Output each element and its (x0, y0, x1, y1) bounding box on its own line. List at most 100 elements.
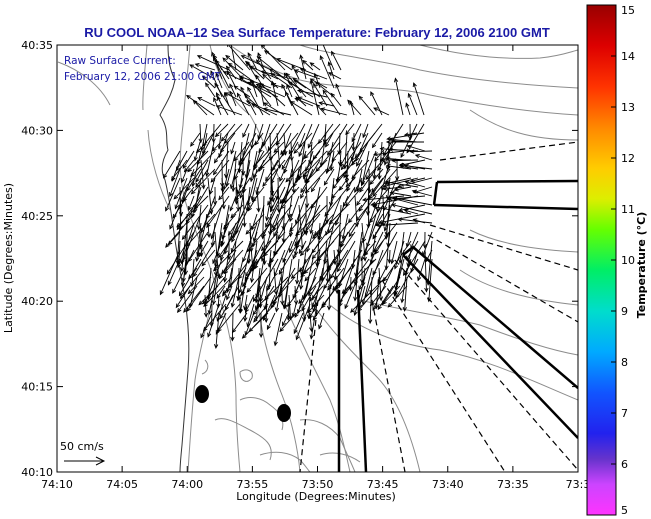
current-vector-head (299, 267, 304, 273)
current-vector (176, 150, 188, 171)
current-vector (247, 303, 255, 327)
current-vector-head (393, 187, 399, 192)
colorbar-tick-label: 10 (621, 254, 635, 267)
current-vector-head (190, 282, 195, 288)
current-vector-head (289, 227, 294, 233)
current-vector (300, 231, 321, 256)
current-vector (397, 177, 433, 188)
current-vector-head (176, 308, 182, 313)
current-vector-head (203, 312, 209, 318)
current-vector-head (237, 189, 242, 195)
current-vector-head (389, 190, 395, 196)
current-vector (382, 285, 401, 305)
current-vector (327, 267, 345, 291)
current-vector (374, 150, 384, 162)
current-vector (242, 186, 246, 227)
current-vector (313, 83, 328, 107)
current-vector (200, 231, 202, 249)
current-vector-head (377, 305, 382, 311)
current-vector (229, 91, 237, 107)
current-vector (189, 64, 216, 80)
current-vector-head (265, 222, 270, 228)
current-vector-head (332, 260, 337, 266)
colorbar-tick-label: 15 (621, 4, 635, 17)
current-vector (410, 231, 419, 249)
current-vector (268, 249, 272, 267)
current-vector (252, 186, 265, 202)
current-vector-head (237, 92, 241, 98)
current-vector-head (205, 82, 210, 88)
current-vector-head (345, 130, 350, 136)
current-vector (280, 267, 283, 305)
current-vector (385, 181, 419, 188)
current-vector (343, 258, 370, 295)
current-vector-head (383, 160, 388, 166)
current-vector (180, 267, 205, 299)
current-vector-head (218, 195, 223, 201)
current-vector (216, 96, 229, 116)
current-vector (351, 150, 363, 166)
current-vector-head (384, 231, 389, 237)
current-vector-head (187, 205, 192, 211)
current-vector (282, 204, 286, 230)
current-vector-head (375, 207, 381, 213)
current-vector-head (165, 243, 170, 248)
current-vector (266, 195, 272, 221)
current-vector (375, 240, 384, 255)
current-vector (332, 267, 352, 291)
current-vector (355, 132, 376, 158)
current-vector-head (205, 171, 210, 178)
current-vector-head (270, 72, 275, 78)
current-vector (383, 186, 405, 190)
current-vector-head (286, 84, 291, 90)
current-vector (260, 150, 279, 169)
current-vector (395, 267, 401, 290)
current-vector (359, 168, 377, 193)
current-vector (287, 303, 290, 320)
current-vector (295, 98, 314, 107)
current-vector (237, 177, 244, 194)
current-vector (410, 177, 426, 182)
current-vector (387, 285, 408, 308)
current-vector (288, 294, 292, 320)
current-vector-head (371, 143, 377, 149)
current-vector (282, 186, 293, 204)
current-vector-head (370, 202, 376, 207)
current-vector-head (211, 146, 217, 152)
x-tick-label: 74:05 (106, 478, 138, 491)
current-vector (407, 145, 426, 152)
x-tick-label: 73:50 (302, 478, 334, 491)
current-vector (322, 90, 341, 116)
current-vector-head (206, 233, 211, 239)
current-vector-head (193, 272, 198, 278)
current-vector (286, 84, 293, 98)
current-vector (211, 222, 216, 247)
current-vector (324, 222, 335, 264)
current-vector-head (185, 94, 191, 100)
current-vector-head (338, 186, 344, 191)
current-vector (344, 132, 348, 169)
current-vector (327, 123, 348, 156)
current-vector (244, 294, 248, 310)
current-vector-head (325, 142, 330, 148)
current-vector-head (327, 229, 332, 234)
current-vector-head (385, 164, 391, 169)
current-vector (261, 231, 279, 251)
current-vector (179, 204, 182, 230)
current-vector (169, 186, 188, 229)
current-vector (224, 123, 243, 144)
current-vector-head (240, 86, 245, 92)
current-vector-head (377, 220, 384, 225)
current-vector (309, 312, 312, 332)
current-vector (384, 213, 391, 231)
current-vector (345, 159, 349, 179)
current-vector-head (260, 45, 266, 49)
current-vector-head (253, 164, 258, 170)
current-vector-head (283, 304, 288, 310)
current-vector-head (273, 341, 278, 347)
current-vector (239, 77, 272, 98)
current-vector (383, 177, 419, 187)
current-vector-head (254, 298, 259, 304)
current-vector-head (255, 83, 261, 88)
current-vector-head (222, 277, 228, 283)
